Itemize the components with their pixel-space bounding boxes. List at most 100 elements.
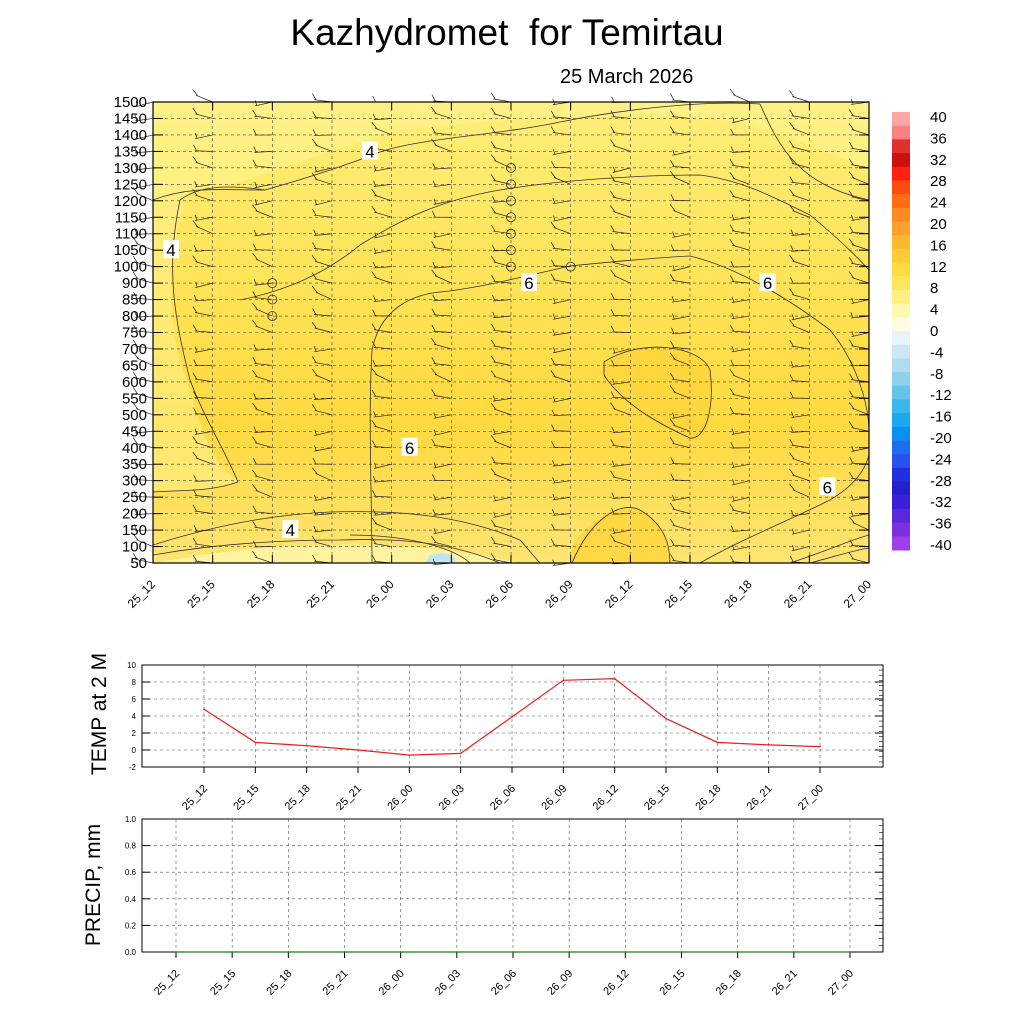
y-tick-label: 0 [132,746,137,755]
data-point [716,741,719,744]
contour-label: 6 [524,274,533,293]
data-point [408,754,411,756]
data-point [793,951,795,953]
time-tick-label: 25_12 [125,577,159,611]
data-point [399,951,402,953]
data-point [512,951,514,953]
contour-label: 4 [286,521,295,540]
pressure-tick-label: 50 [130,555,147,572]
colorbar-label: 20 [930,216,947,233]
contour-label: 6 [763,274,772,293]
pressure-tick-label: 700 [122,341,147,358]
time-tick-label: 25_15 [184,577,218,611]
pressure-tick-label: 850 [122,292,147,309]
colorbar-label: 24 [930,195,947,212]
x-tick-label: 26_15 [658,968,688,998]
x-tick-label: 25_21 [334,783,364,813]
pressure-tick-label: 1150 [115,209,147,226]
y-tick-label: 4 [132,712,137,721]
data-point [568,951,570,953]
y-axis-label: PRECIP, mm [82,824,105,946]
pressure-tick-label: 1500 [114,94,147,111]
temperature-cross-section: 1500145014001350130012501200115011001050… [114,88,874,611]
time-tick-label: 26_03 [423,577,457,611]
time-tick-label: 26_21 [781,577,815,611]
data-point [680,951,683,953]
x-tick-label: 26_06 [488,783,518,813]
x-tick-label: 25_18 [264,968,294,998]
x-tick-label: 26_18 [714,968,744,998]
colorbar-label: 28 [930,173,947,190]
y-tick-label: 0.0 [125,948,137,957]
x-tick-label: 26_06 [489,968,519,998]
y-tick-label: 0.2 [125,921,137,930]
y-tick-label: 0.4 [125,895,137,904]
x-tick-label: 25_15 [231,783,261,813]
colorbar-label: 36 [930,130,947,147]
pressure-tick-label: 1350 [114,143,147,160]
pressure-tick-label: 450 [122,423,147,440]
colorbar-label: 0 [930,323,938,340]
data-point [736,951,739,953]
data-point [203,708,205,710]
pressure-tick-label: 1050 [114,242,147,259]
data-point [613,677,616,680]
colorbar-label: -8 [930,366,943,383]
contour-label: 6 [405,439,414,458]
data-point [767,744,770,746]
data-point [511,716,513,718]
data-point [665,717,667,720]
colorbar-label: -40 [930,537,952,554]
contour-labels: 4 4 6 6 6 6 4 [163,141,836,540]
time-tick-label: 26_15 [662,577,696,611]
colorbar-label: -36 [930,516,952,533]
data-point [254,741,257,744]
pressure-tick-label: 900 [122,275,147,292]
time-tick-label: 25_21 [304,577,338,611]
contour-label: 4 [166,241,175,260]
x-tick-label: 26_00 [377,968,407,998]
pressure-tick-label: 650 [122,357,147,374]
pressure-tick-label: 250 [122,489,147,506]
x-tick-label: 26_18 [693,783,723,813]
colorbar: 4036322824201612840-4-8-12-16-20-24-28-3… [892,109,952,554]
x-tick-label: 26_21 [745,783,775,813]
y-tick-label: 10 [127,661,136,670]
colorbar-label: 40 [930,109,947,126]
colorbar-label: -20 [930,430,952,447]
data-point [231,951,233,953]
x-tick-label: 25_12 [152,968,182,998]
x-tick-label: 25_18 [283,783,313,813]
pressure-tick-label: 1000 [114,259,147,276]
y-tick-label: -2 [129,763,137,772]
y-tick-label: 0.8 [125,842,137,851]
pressure-tick-label: 500 [122,407,147,424]
pressure-tick-label: 1250 [114,176,147,193]
pressure-axis: 1500145014001350130012501200115011001050… [114,94,869,572]
colorbar-label: 4 [930,302,938,319]
pressure-tick-label: 1200 [114,193,147,210]
wind-barbs [132,88,870,566]
x-tick-label: 26_15 [642,783,672,813]
data-point [357,749,359,751]
x-tick-label: 27_00 [826,968,856,998]
x-tick-label: 26_00 [385,783,415,813]
pressure-tick-label: 350 [122,456,147,473]
data-point [849,951,851,953]
colorbar-label: 12 [930,259,947,276]
pressure-tick-label: 1100 [115,226,147,243]
y-tick-label: 0.6 [125,868,137,877]
colorbar-label: -32 [930,494,952,511]
colorbar-label: 8 [930,280,938,297]
contour-lines [153,102,869,563]
data-point [624,951,627,953]
colorbar-label: -4 [930,344,943,361]
data-point [343,951,346,953]
colorbar-label: -24 [930,451,952,468]
pressure-tick-label: 300 [122,473,147,490]
data-point [287,951,290,953]
x-tick-label: 26_09 [545,968,575,998]
chart-title: Kazhydromet for Temirtau [290,12,724,53]
pressure-tick-label: 1450 [114,110,147,127]
pressure-tick-label: 1300 [114,160,147,177]
